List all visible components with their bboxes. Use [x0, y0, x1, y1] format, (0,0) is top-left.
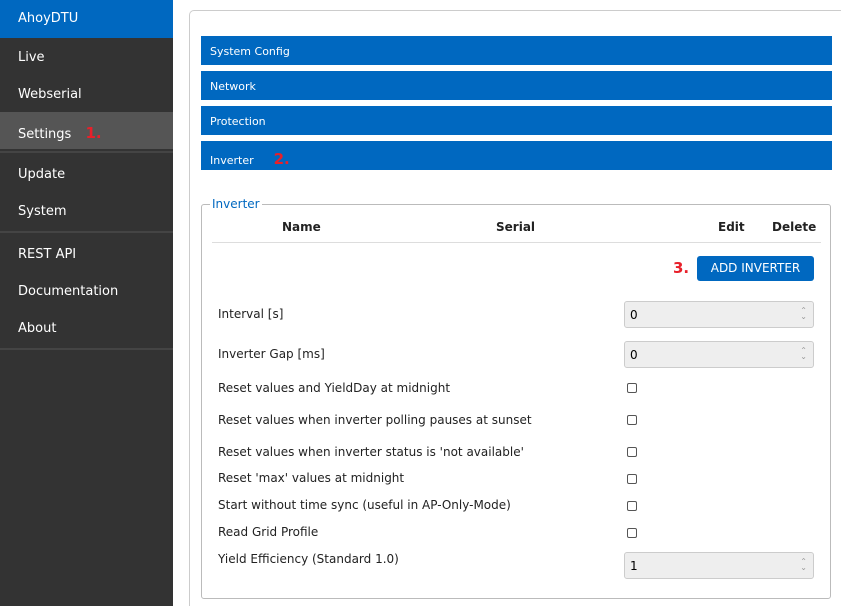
nav-label: Live — [18, 50, 45, 65]
annotation-2: 2. — [273, 150, 290, 168]
check-label: Reset values when inverter polling pause… — [218, 413, 532, 427]
col-delete: Delete — [772, 220, 817, 234]
spinner-icon[interactable]: ⌃ ⌄ — [800, 557, 807, 572]
add-inverter-button[interactable]: ADD INVERTER — [697, 256, 814, 281]
sidebar: AhoyDTU Live Webserial Settings 1. Updat… — [0, 0, 173, 606]
nav-rest-api[interactable]: REST API — [0, 235, 173, 272]
section-inverter[interactable]: Inverter 2. — [200, 140, 833, 171]
inverter-fieldset: Inverter — [201, 197, 831, 599]
check-label: Start without time sync (useful in AP-On… — [218, 498, 511, 512]
inverter-gap-input[interactable]: 0 ⌃ ⌄ — [624, 341, 814, 368]
nav-label: Documentation — [18, 284, 119, 299]
section-label: Inverter — [210, 154, 254, 167]
nav-label: System — [18, 204, 67, 219]
col-edit: Edit — [718, 220, 745, 234]
check-label: Reset values and YieldDay at midnight — [218, 381, 451, 395]
section-system-config[interactable]: System Config — [200, 35, 833, 66]
nav-webserial[interactable]: Webserial — [0, 75, 173, 112]
nav-label: Webserial — [18, 87, 82, 102]
checkbox-reset-not-available[interactable] — [627, 447, 637, 457]
divider — [0, 231, 173, 233]
interval-input[interactable]: 0 ⌃ ⌄ — [624, 301, 814, 328]
settings-panel: System Config Network Protection Inverte… — [189, 10, 841, 606]
checkbox-read-grid-profile[interactable] — [627, 528, 637, 538]
interval-label: Interval [s] — [218, 307, 284, 321]
input-value: 1 — [630, 559, 638, 573]
section-network[interactable]: Network — [200, 70, 833, 101]
table-divider — [212, 242, 821, 243]
nav-label: Update — [18, 167, 66, 182]
nav-about[interactable]: About — [0, 309, 173, 346]
input-value: 0 — [630, 348, 638, 362]
inverter-gap-label: Inverter Gap [ms] — [218, 347, 325, 361]
col-serial: Serial — [496, 220, 536, 234]
annotation-3: 3. — [673, 259, 690, 277]
divider — [0, 348, 173, 350]
section-protection[interactable]: Protection — [200, 105, 833, 136]
annotation-1: 1. — [85, 124, 102, 142]
nav-label: REST API — [18, 247, 77, 262]
nav-live[interactable]: Live — [0, 38, 173, 75]
spinner-icon[interactable]: ⌃ ⌄ — [800, 306, 807, 321]
brand-link[interactable]: AhoyDTU — [0, 0, 173, 38]
checkbox-reset-midnight[interactable] — [627, 383, 637, 393]
input-value: 0 — [630, 308, 638, 322]
nav-documentation[interactable]: Documentation — [0, 272, 173, 309]
fieldset-legend: Inverter — [212, 197, 260, 211]
check-label: Reset values when inverter status is 'no… — [218, 445, 524, 459]
nav-label: Settings — [18, 127, 72, 142]
check-label: Reset 'max' values at midnight — [218, 471, 405, 485]
checkbox-no-time-sync[interactable] — [627, 501, 637, 511]
col-name: Name — [282, 220, 321, 234]
nav-label: About — [18, 321, 57, 336]
nav-system[interactable]: System — [0, 192, 173, 229]
nav-settings[interactable]: Settings 1. — [0, 112, 173, 149]
check-label: Read Grid Profile — [218, 525, 319, 539]
checkbox-reset-sunset[interactable] — [627, 415, 637, 425]
checkbox-reset-max[interactable] — [627, 474, 637, 484]
divider — [0, 151, 173, 153]
yield-efficiency-input[interactable]: 1 ⌃ ⌄ — [624, 552, 814, 579]
nav-update[interactable]: Update — [0, 155, 173, 192]
spinner-icon[interactable]: ⌃ ⌄ — [800, 346, 807, 361]
yield-efficiency-label: Yield Efficiency (Standard 1.0) — [218, 552, 399, 566]
